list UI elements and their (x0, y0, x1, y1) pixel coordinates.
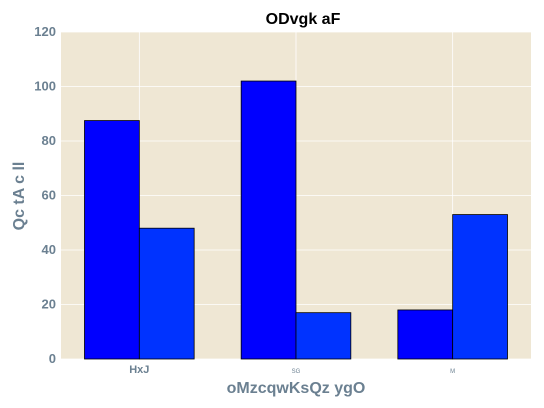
y-tick-label: 100 (34, 79, 56, 94)
y-tick-label: 60 (42, 188, 56, 203)
bar-series-2-hxj (138, 227, 195, 360)
bar-series-2-sg (295, 312, 352, 360)
bars-group (84, 80, 508, 360)
x-tick-label: SG (292, 369, 301, 375)
x-tick-label: M (450, 369, 455, 375)
bar-series-1-hxj (84, 120, 140, 360)
x-tick-label: HxJ (129, 364, 149, 376)
y-tick-label: 20 (42, 297, 56, 312)
y-tick-label: 0 (49, 351, 56, 366)
y-tick-labels: 0 20 40 60 80 100 120 (34, 24, 56, 366)
y-tick-label: 40 (42, 242, 56, 257)
x-axis-label: oMzcqwKsQz ygO (227, 380, 366, 397)
y-axis-label: Qc tA c ll (11, 162, 28, 231)
y-tick-label: 120 (34, 24, 56, 39)
bar-series-2-m (452, 214, 508, 360)
bar-series-1-sg (240, 80, 297, 360)
y-tick-label: 80 (42, 133, 56, 148)
bar-series-1-m (397, 309, 454, 360)
chart-title: ODvgk aF (266, 11, 341, 28)
x-tick-labels: HxJ SG M (129, 364, 455, 376)
